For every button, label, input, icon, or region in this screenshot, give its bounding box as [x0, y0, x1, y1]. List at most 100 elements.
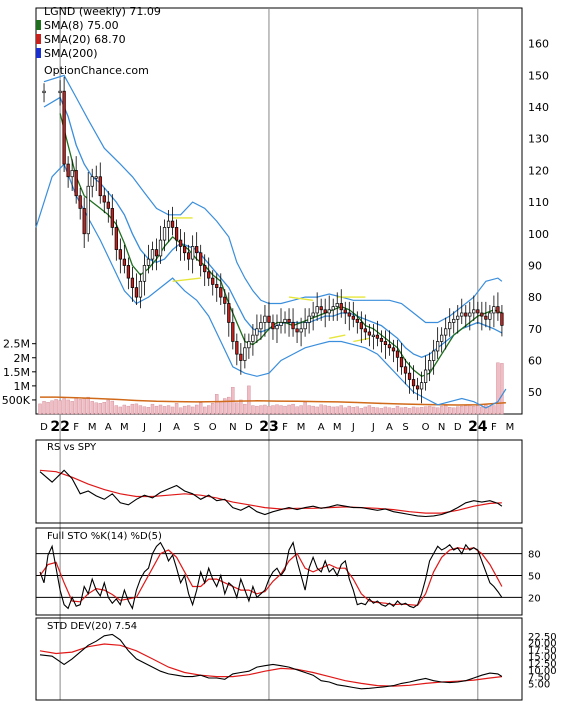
candle-body: [307, 315, 311, 323]
candle-body: [403, 366, 408, 374]
candle-body: [444, 328, 448, 336]
volume-bar: [484, 404, 488, 415]
volume-bar: [456, 406, 460, 415]
volume-tick-label: 1M: [14, 380, 31, 393]
volume-bar: [146, 407, 151, 415]
volume-bar: [207, 405, 211, 415]
date-axis-label: M: [297, 422, 306, 433]
volume-bar: [287, 404, 291, 415]
volume-tick-label: 1.5M: [3, 366, 30, 379]
candle-body: [472, 309, 476, 314]
candle-body: [492, 306, 496, 314]
volume-bar: [295, 406, 299, 415]
signal-line: [39, 547, 503, 607]
candle-body: [343, 309, 347, 314]
candle-body: [335, 303, 339, 307]
date-axis-label: F: [282, 422, 288, 433]
candle-body: [480, 312, 484, 317]
candle-body: [162, 227, 167, 241]
price-tick-label: 70: [528, 323, 542, 336]
volume-bar: [38, 403, 42, 415]
date-axis: D 22 F M A M J J A S O N D 23 F M A M J J A S O N D 24 F M: [40, 419, 514, 435]
panel-tick-label: 20: [528, 593, 541, 604]
candle-body: [419, 382, 424, 390]
volume-bar: [303, 401, 307, 415]
legend-sma8: SMA(8) 75.00: [44, 19, 119, 32]
volume-bar: [130, 403, 135, 415]
candle-body: [436, 341, 440, 352]
candle-body: [223, 296, 227, 304]
band-highlight-segment: [172, 277, 201, 282]
volume-bar: [243, 403, 247, 415]
volume-bar: [259, 405, 263, 415]
date-axis-label: D: [40, 422, 48, 433]
panel-tick-label: 7.50: [528, 673, 550, 684]
volume-bar: [247, 385, 251, 415]
date-axis-label: M: [88, 422, 97, 433]
volume-bar: [435, 407, 440, 415]
volume-bar: [166, 405, 171, 415]
volume-bar: [464, 405, 468, 415]
date-axis-label: A: [105, 422, 112, 433]
volume-bar: [186, 405, 191, 415]
candle-body: [440, 334, 444, 342]
candle-body: [484, 315, 488, 320]
candle-body: [351, 315, 355, 320]
date-axis-label: N: [438, 422, 445, 433]
volume-bar: [194, 404, 199, 415]
candle-body: [460, 312, 464, 317]
volume-bar: [78, 399, 82, 415]
volume-bar: [82, 398, 86, 415]
candle-body: [331, 306, 335, 311]
candle-body: [319, 306, 323, 311]
volume-bar: [142, 406, 147, 415]
volume-bar: [355, 406, 360, 415]
date-axis-label: S: [402, 422, 408, 433]
std-panel-title: STD DEV(20) 7.54: [47, 621, 137, 632]
volume-bar: [251, 405, 255, 415]
volume-bar: [363, 406, 368, 415]
candle-body: [219, 287, 223, 298]
band-highlight-segment: [329, 334, 346, 339]
candle-body: [367, 331, 372, 336]
volume-bar: [323, 405, 327, 415]
volume-bar: [476, 405, 480, 415]
volume-bar: [468, 404, 472, 415]
volume-bar: [138, 405, 143, 415]
candle-body: [243, 347, 247, 361]
volume-bar: [150, 403, 155, 415]
candle-body: [371, 334, 376, 337]
price-tick-label: 90: [528, 259, 542, 272]
volume-bar: [158, 404, 163, 415]
candle-body: [468, 312, 472, 317]
candle-body: [327, 309, 331, 314]
candle-body: [78, 195, 82, 209]
candle-body: [98, 176, 102, 197]
candle-body: [387, 344, 392, 349]
date-axis-label: 22: [50, 419, 69, 435]
volume-bar: [74, 397, 78, 415]
volume-bar: [110, 400, 115, 415]
volume-bar: [239, 399, 243, 415]
candle-body: [363, 328, 367, 333]
price-tick-label: 120: [528, 164, 549, 177]
legend-sma20: SMA(20) 68.70: [44, 33, 126, 46]
volume-bar: [447, 407, 452, 415]
volume-bar: [452, 407, 456, 415]
price-tick-label: 100: [528, 228, 549, 241]
candle-body: [158, 239, 163, 257]
candle-body: [138, 280, 143, 298]
volume-bar: [114, 405, 119, 415]
panel-tick-label: 5.00: [528, 679, 550, 690]
date-axis-label: A: [173, 422, 180, 433]
date-axis-label: M: [506, 422, 515, 433]
price-panel-frame: [35, 7, 523, 415]
volume-bar: [331, 406, 335, 415]
volume-bar: [315, 406, 319, 415]
candle-body: [359, 322, 363, 330]
candle-body: [66, 163, 70, 178]
candle-body: [170, 220, 175, 228]
volume-bar: [427, 405, 432, 415]
volume-bar: [488, 405, 492, 415]
